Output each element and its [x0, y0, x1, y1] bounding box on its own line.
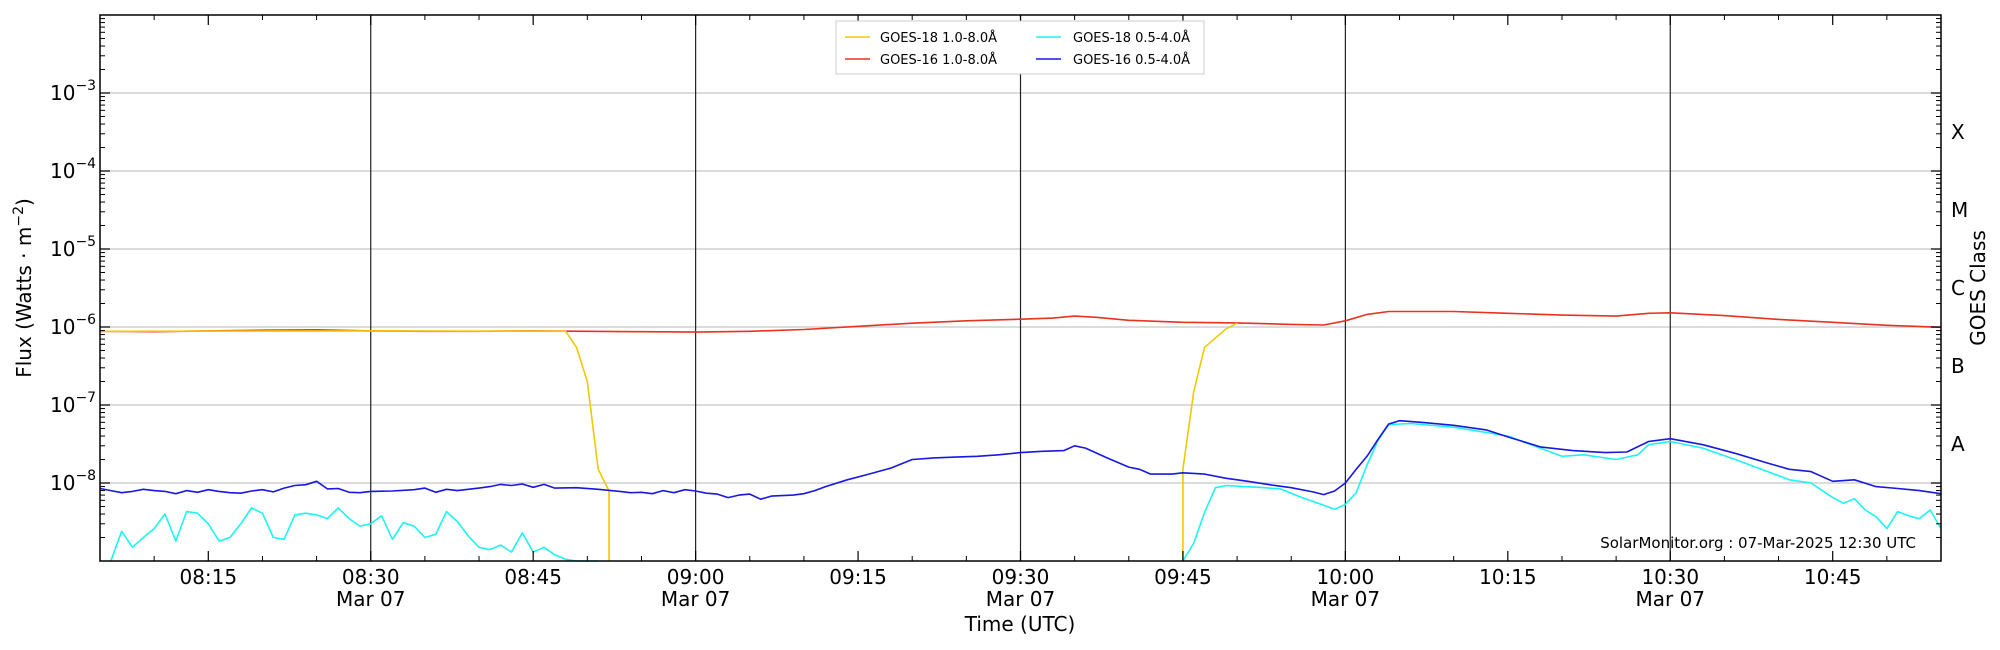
x-tick-label: 10:30 [1641, 565, 1699, 589]
series-line-2 [110, 422, 1942, 562]
y-tick-exponent: −5 [75, 234, 96, 250]
goes-class-label: C [1951, 276, 1965, 300]
x-tick-label: 08:45 [504, 565, 562, 589]
axis-labels: Time (UTC) Flux (Watts · m−2) GOES Class… [11, 78, 1990, 636]
x-tick-label: 10:45 [1804, 565, 1862, 589]
goes-class-label: M [1951, 198, 1968, 222]
x-tick-date: Mar 07 [661, 587, 731, 611]
x-tick-label: 09:15 [829, 565, 887, 589]
x-tick-label: 09:45 [1154, 565, 1212, 589]
x-tick-label: 10:00 [1317, 565, 1375, 589]
y-tick-mantissa: 10 [50, 237, 75, 261]
y-tick-label: 10−3 [50, 78, 96, 105]
x-tick-label: 08:30 [342, 565, 400, 589]
series-line-1 [99, 322, 1238, 561]
legend-label-goes16-short: GOES-16 0.5-4.0Å [1073, 52, 1190, 68]
goes-class-label: X [1951, 120, 1965, 144]
goes-class-label: B [1951, 354, 1965, 378]
x-tick-date: Mar 07 [986, 587, 1056, 611]
x-tick-label: 08:15 [179, 565, 237, 589]
grid-lines [100, 15, 1941, 561]
y-tick-label: 10−4 [50, 156, 96, 183]
y-tick-mantissa: 10 [50, 81, 75, 105]
goes-class-label: A [1951, 432, 1965, 456]
x-tick-date: Mar 07 [1635, 587, 1705, 611]
right-axis-title: GOES Class [1966, 230, 1990, 346]
credit-annotation: SolarMonitor.org : 07-Mar-2025 12:30 UTC [1600, 534, 1916, 552]
legend-label-goes16-long: GOES-16 1.0-8.0Å [880, 52, 997, 68]
x-tick-label: 09:00 [667, 565, 725, 589]
legend: GOES-18 1.0-8.0Å GOES-16 1.0-8.0Å GOES-1… [835, 20, 1205, 75]
y-tick-label: 10−7 [50, 390, 96, 417]
legend-label-goes18-short: GOES-18 0.5-4.0Å [1073, 30, 1190, 46]
y-tick-label: 10−5 [50, 234, 96, 261]
x-tick-label: 10:15 [1479, 565, 1537, 589]
legend-label-goes18-long: GOES-18 1.0-8.0Å [880, 30, 997, 46]
y-tick-exponent: −4 [75, 156, 96, 172]
y-tick-exponent: −3 [75, 78, 96, 94]
y-tick-mantissa: 10 [50, 471, 75, 495]
x-tick-date: Mar 07 [1311, 587, 1381, 611]
y-tick-label: 10−6 [50, 312, 96, 339]
y-tick-exponent: −8 [75, 468, 96, 484]
axis-ticks [99, 15, 1942, 561]
y-axis-title: Flux (Watts · m−2) [11, 198, 36, 378]
x-tick-label: 09:30 [992, 565, 1050, 589]
series-line-3 [99, 419, 1942, 500]
y-tick-exponent: −6 [75, 312, 96, 328]
legend-box [835, 20, 1205, 75]
y-tick-label: 10−8 [50, 468, 96, 495]
y-tick-mantissa: 10 [50, 393, 75, 417]
series-lines [99, 310, 1942, 562]
y-tick-mantissa: 10 [50, 315, 75, 339]
x-axis-title: Time (UTC) [964, 612, 1076, 636]
y-tick-exponent: −7 [75, 390, 96, 406]
x-tick-date: Mar 07 [336, 587, 406, 611]
y-tick-mantissa: 10 [50, 159, 75, 183]
